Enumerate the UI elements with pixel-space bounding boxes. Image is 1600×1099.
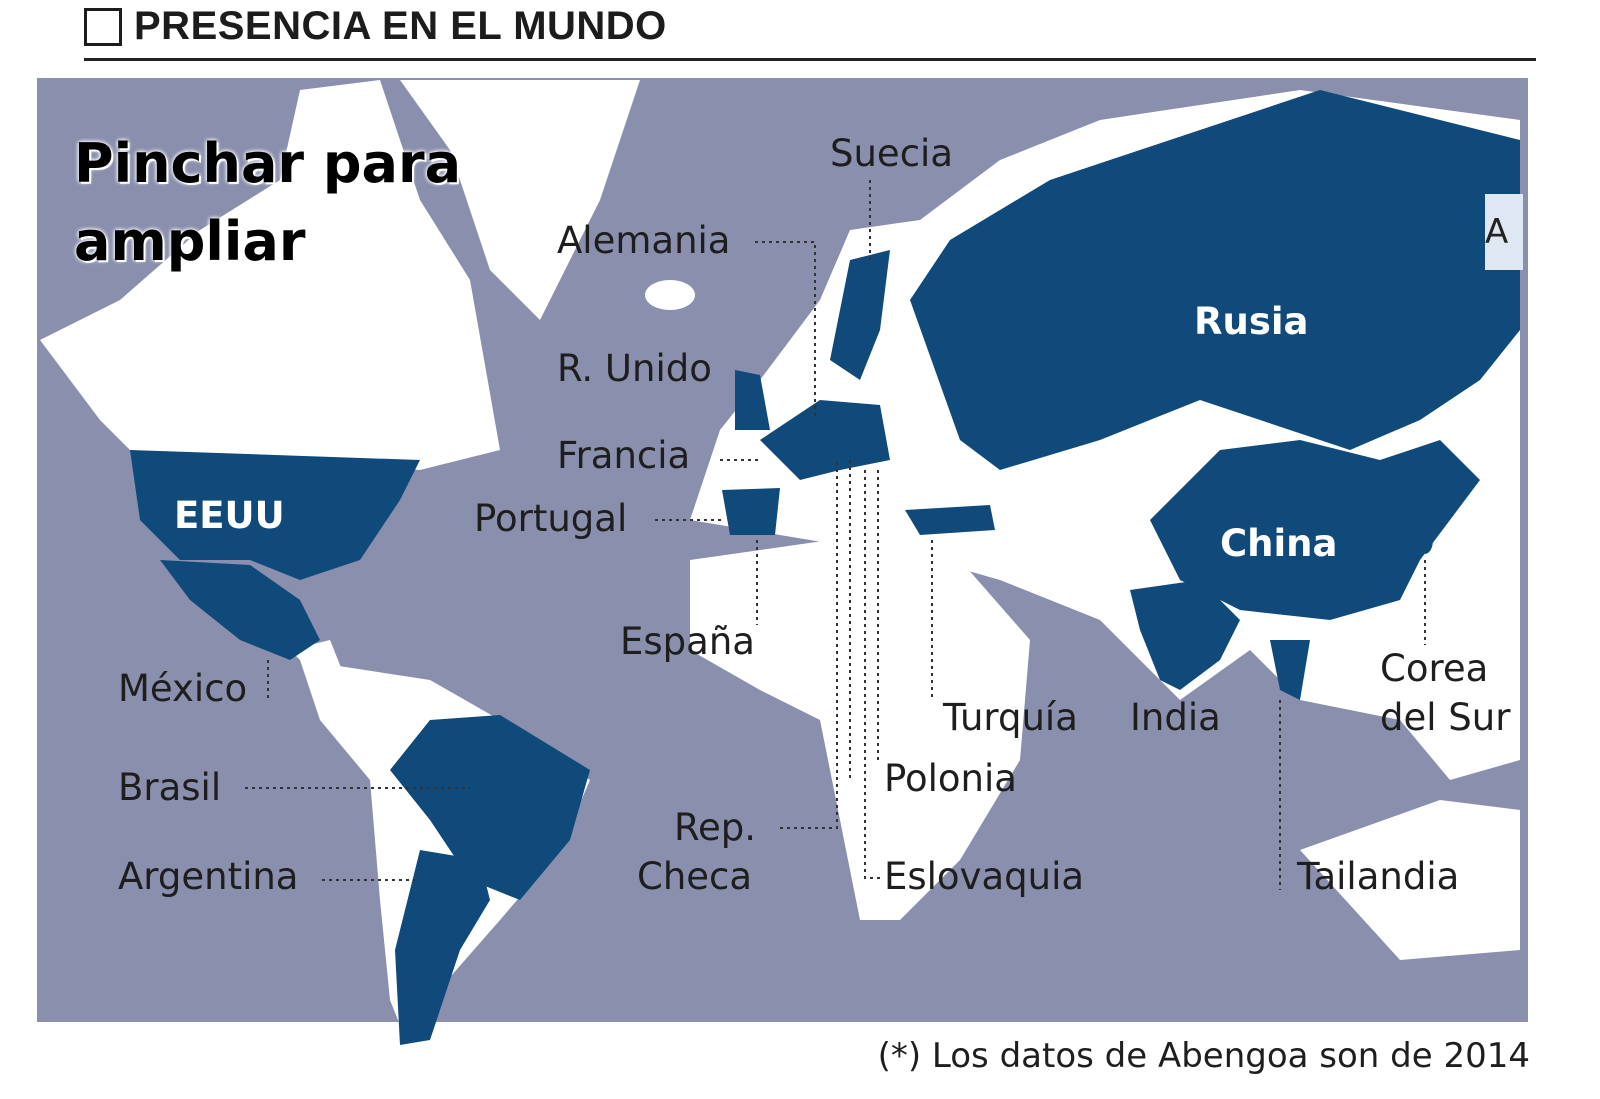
title: PRESENCIA EN EL MUNDO	[84, 4, 667, 49]
label-espana: España	[620, 620, 755, 663]
country-r-unido	[735, 370, 770, 430]
label-suecia: Suecia	[830, 132, 953, 175]
country-espana-portugal	[722, 488, 780, 535]
enlarge-link[interactable]: Pinchar para ampliar	[74, 125, 461, 281]
label-francia: Francia	[557, 434, 691, 477]
label-tailandia: Tailandia	[1297, 855, 1460, 898]
label-rep-checa-2: Checa	[637, 855, 753, 898]
label-alemania: Alemania	[557, 219, 731, 262]
label-rusia: Rusia	[1194, 300, 1309, 343]
label-eslovaquia: Eslovaquia	[884, 855, 1085, 898]
country-india	[1130, 580, 1240, 690]
label-eeuu: EEUU	[174, 494, 285, 537]
label-polonia: Polonia	[884, 757, 1017, 800]
country-argentina	[395, 850, 490, 1045]
enlarge-line2[interactable]: ampliar	[74, 210, 306, 273]
country-corea	[1417, 526, 1433, 554]
label-brasil: Brasil	[118, 766, 222, 809]
label-portugal: Portugal	[474, 497, 628, 540]
square-icon	[84, 7, 122, 46]
footnote: (*) Los datos de Abengoa son de 2014	[877, 1036, 1530, 1076]
title-text: PRESENCIA EN EL MUNDO	[134, 4, 667, 48]
leader-lines	[245, 180, 1426, 890]
country-brasil	[390, 715, 590, 900]
label-corea-1: Corea	[1380, 647, 1489, 690]
label-argentina: Argentina	[118, 855, 299, 898]
country-suecia	[830, 250, 890, 380]
label-mexico: México	[118, 667, 248, 710]
country-central-europe	[760, 400, 890, 480]
highlighted-countries	[130, 90, 1520, 1045]
greenland	[400, 80, 640, 320]
label-rep-checa-1: Rep.	[674, 806, 757, 849]
title-rule	[84, 58, 1536, 61]
country-turquia	[905, 505, 995, 535]
africa	[690, 540, 1030, 920]
label-china: China	[1220, 522, 1338, 565]
country-mexico	[160, 560, 320, 660]
north-america	[40, 80, 500, 470]
label-turquia: Turquía	[943, 696, 1078, 739]
label-r-unido: R. Unido	[557, 347, 712, 390]
country-china	[1150, 440, 1480, 620]
australia	[1300, 800, 1520, 960]
label-india: India	[1130, 696, 1221, 739]
enlarge-line1[interactable]: Pinchar para	[74, 132, 462, 195]
cut-off-label: A	[1485, 194, 1523, 270]
country-eeuu	[130, 450, 420, 580]
country-rusia	[910, 90, 1520, 470]
country-tailandia	[1270, 640, 1310, 700]
label-corea-2: del Sur	[1380, 696, 1511, 739]
